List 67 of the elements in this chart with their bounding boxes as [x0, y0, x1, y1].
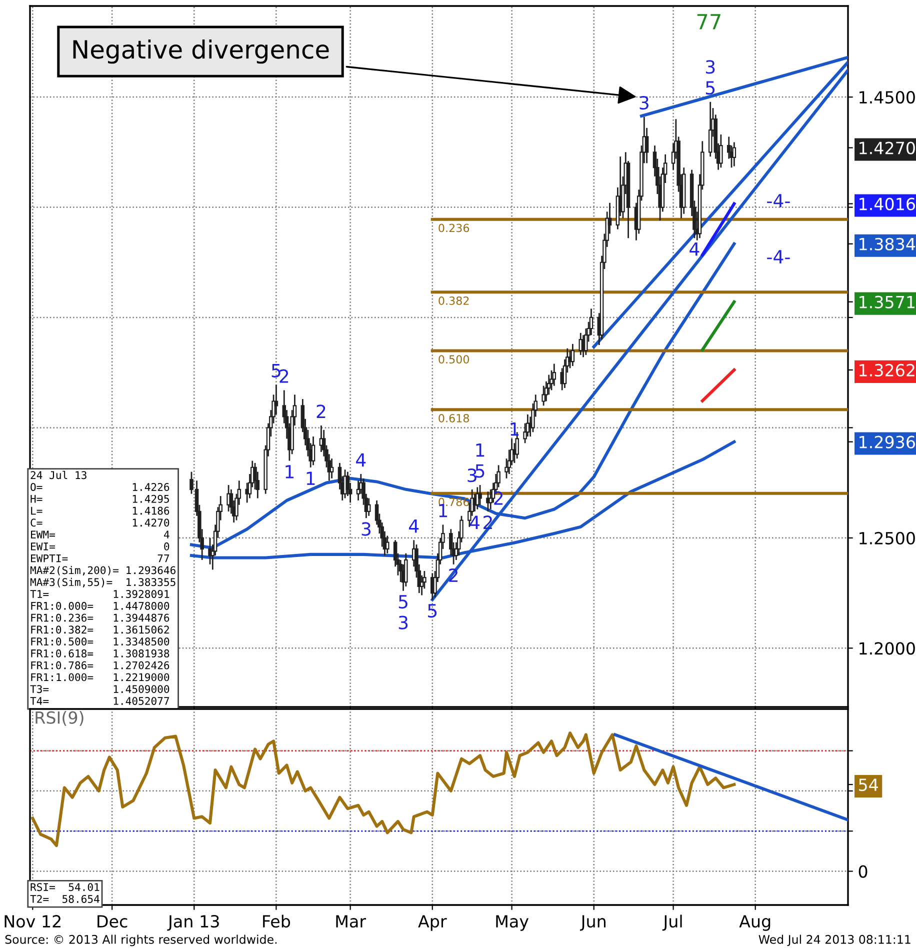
x-tick-label: Feb: [263, 914, 290, 928]
annotation: 3: [640, 96, 648, 110]
annotation: 77: [697, 14, 720, 30]
x-tick-label: Mar: [336, 915, 366, 928]
annotation: -4-: [767, 250, 790, 264]
annotation: 5: [476, 464, 484, 478]
candlestick: [330, 458, 334, 480]
chart-title: RSI(9): [36, 710, 84, 726]
y-tick-label: 1.2936: [860, 436, 915, 448]
candlestick: [478, 484, 482, 506]
candlestick: [386, 535, 390, 554]
annotation: 1: [439, 504, 448, 518]
annotation: 2: [484, 516, 492, 529]
annotation: 4: [356, 453, 366, 466]
candlestick: [708, 101, 712, 158]
annotation: 4: [408, 519, 419, 533]
annotation: 2: [316, 404, 326, 418]
annotation: Negative divergence: [73, 39, 329, 64]
annotation: 4: [690, 242, 700, 256]
annotation: 3: [398, 616, 408, 630]
candlestick: [476, 486, 480, 510]
annotation: 5: [272, 364, 280, 378]
y-tick-label: 1.3834: [860, 238, 916, 250]
series-label: 0.618: [438, 414, 469, 422]
candlestick: [366, 498, 371, 517]
y-tick-label: 1.3262: [860, 364, 914, 377]
y-tick-label: 54: [859, 778, 878, 792]
annotation: 2: [494, 491, 502, 505]
annotation: 1: [476, 444, 484, 457]
x-tick-label: Aug: [739, 915, 770, 931]
x-tick-label: Jan 13: [167, 915, 219, 931]
series-label: 0.382: [438, 296, 469, 305]
series-label: 0.236: [438, 224, 470, 232]
x-tick-label: May: [496, 915, 529, 931]
annotation: 5: [706, 81, 715, 95]
y-tick-label: 1.4270: [860, 142, 915, 154]
x-tick-label: Nov 12: [4, 915, 60, 928]
line-series: [31, 732, 736, 848]
series-label: 0.500: [438, 355, 470, 364]
candlestick: [552, 363, 556, 387]
y-tick-label: 1.3571: [860, 296, 914, 308]
y-tick-label: 1.4016: [860, 198, 915, 210]
y-tick-label: 0: [858, 865, 868, 878]
annotation: 3: [362, 522, 370, 536]
annotation: 5: [428, 604, 437, 618]
x-tick-label: Apr: [418, 915, 447, 931]
text: 24 Jul 13 O= 1.4226 H= 1.4295 L= 1.4186 C= 1.4270 EWM= 4 EWI= 0 EWPTI= 77 MA#2(Sim,200)= 1.293646 MA#3(Sim,55)= 1.383355 T1= 1.3928091 FR1:0.000= 1.4478000 FR1:0.236= 1.3944876 FR1:0.382= 1.3615062 FR1:0.500= 1.3348500 FR1:0.618= 1.3081938 FR1:0.786= 1.2702426 FR1:1.000= 1.2219000 T3= 1.4509000 T4= 1.4052077: [30, 470, 176, 705]
annotation: 1: [286, 465, 294, 478]
x-tick-label: Jul: [662, 914, 682, 931]
series-label: 0.786: [438, 498, 470, 506]
annotation: 5: [398, 595, 408, 609]
annotation: RSI= 54.01 T2= 58.654: [30, 883, 100, 903]
x-tick-label: Jun: [580, 915, 606, 931]
annotation: 3: [468, 468, 476, 482]
source-note: Source: © 2013 All rights reserved worldwide.: [5, 934, 277, 946]
y-tick-label: 1.2000: [860, 642, 915, 655]
annotation: 3: [706, 60, 715, 74]
annotation: 1: [510, 422, 519, 436]
text: Wed Jul 24 2013 08:11:11: [758, 934, 910, 946]
annotation: 1: [306, 472, 315, 485]
y-tick-label: 1.2500: [860, 532, 915, 544]
candlestick: [542, 385, 546, 406]
annotation: -4-: [767, 194, 790, 208]
candlestick: [570, 343, 575, 367]
x-tick-label: Dec: [98, 915, 128, 928]
y-tick-label: 1.4500: [860, 91, 915, 104]
annotation: 2: [280, 369, 288, 383]
